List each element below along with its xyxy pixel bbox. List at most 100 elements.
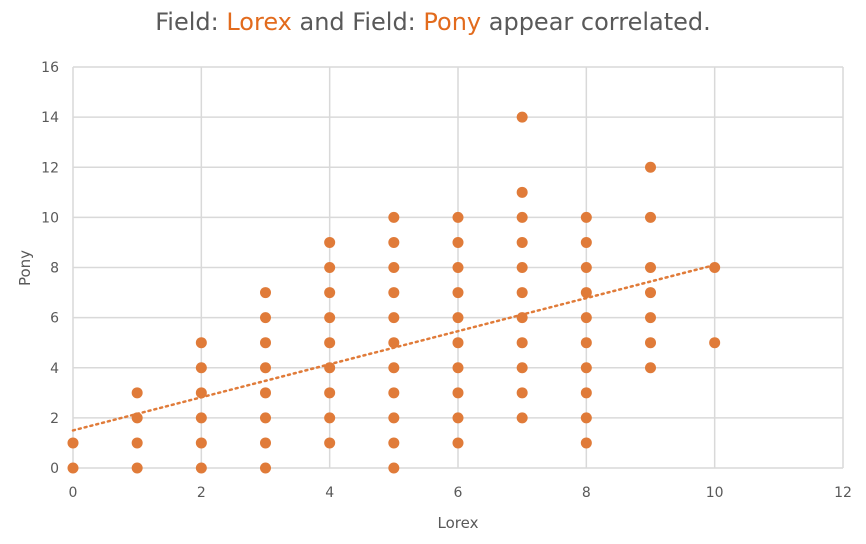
- data-point: [709, 262, 721, 273]
- data-point: [388, 287, 400, 299]
- data-point: [195, 437, 207, 449]
- data-point: [516, 287, 528, 299]
- title-middle: and Field:: [291, 8, 424, 36]
- data-point: [260, 462, 271, 474]
- data-point: [580, 437, 592, 449]
- x-tick-label: 2: [197, 485, 206, 501]
- data-point: [645, 362, 656, 374]
- data-point: [516, 312, 528, 324]
- y-tick-label: 8: [50, 261, 59, 277]
- data-point: [195, 387, 207, 399]
- title-prefix: Field:: [155, 8, 227, 36]
- data-point: [195, 412, 207, 424]
- y-axis-title: Pony: [16, 250, 34, 286]
- data-point: [645, 211, 656, 223]
- data-point: [324, 362, 336, 374]
- data-point: [67, 437, 79, 449]
- y-tick-label: 0: [50, 461, 59, 477]
- data-point: [388, 387, 400, 399]
- data-point: [260, 337, 271, 349]
- data-point: [452, 437, 464, 449]
- data-point: [131, 412, 143, 424]
- data-point: [580, 337, 592, 349]
- data-point: [516, 362, 528, 374]
- title-field-x: Lorex: [226, 8, 292, 36]
- data-point: [452, 287, 464, 299]
- data-point: [388, 262, 400, 273]
- data-point: [516, 111, 528, 123]
- data-point: [195, 462, 207, 474]
- data-point: [645, 262, 656, 273]
- data-point: [580, 211, 592, 223]
- data-point: [516, 262, 528, 273]
- data-point: [324, 236, 336, 248]
- data-point: [388, 437, 400, 449]
- data-point: [452, 211, 464, 223]
- data-point: [645, 337, 656, 349]
- data-point: [516, 412, 528, 424]
- data-point: [260, 287, 271, 299]
- data-point: [452, 312, 464, 324]
- data-point: [67, 462, 79, 474]
- data-point: [452, 236, 464, 248]
- data-point: [452, 337, 464, 349]
- data-point: [516, 236, 528, 248]
- data-point: [324, 437, 336, 449]
- data-point: [324, 387, 336, 399]
- data-point: [580, 412, 592, 424]
- x-tick-label: 8: [582, 485, 591, 501]
- data-point: [452, 412, 464, 424]
- data-point: [516, 337, 528, 349]
- data-point: [260, 387, 271, 399]
- data-point: [260, 412, 271, 424]
- data-point: [645, 287, 656, 299]
- y-tick-label: 4: [50, 361, 59, 377]
- data-point: [388, 412, 400, 424]
- x-tick-label: 0: [69, 485, 78, 501]
- tick-labels: 0 2 4 6 8 10 12 14 16 0 2 4 6 8 10 12: [41, 60, 852, 501]
- data-point: [324, 262, 336, 273]
- y-tick-label: 16: [41, 60, 59, 76]
- x-tick-label: 10: [706, 485, 724, 501]
- data-point: [580, 362, 592, 374]
- y-tick-label: 10: [41, 210, 59, 226]
- data-point: [324, 412, 336, 424]
- x-axis-title: Lorex: [438, 514, 479, 532]
- data-point: [260, 437, 271, 449]
- data-point: [452, 362, 464, 374]
- x-tick-label: 4: [325, 485, 334, 501]
- data-point: [580, 312, 592, 324]
- data-point: [324, 312, 336, 324]
- data-point: [388, 312, 400, 324]
- data-point: [324, 287, 336, 299]
- data-point: [260, 312, 271, 324]
- data-point: [580, 287, 592, 299]
- title-field-y: Pony: [423, 8, 482, 36]
- data-point: [388, 211, 400, 223]
- data-point: [388, 337, 400, 349]
- data-point: [452, 387, 464, 399]
- data-point: [195, 362, 207, 374]
- data-point: [388, 362, 400, 374]
- data-points: [67, 111, 721, 474]
- title-suffix: appear correlated.: [481, 8, 711, 36]
- data-point: [388, 462, 400, 474]
- data-point: [580, 262, 592, 273]
- y-tick-label: 14: [41, 110, 59, 126]
- chart-title: Field: Lorex and Field: Pony appear corr…: [0, 8, 866, 36]
- data-point: [388, 236, 400, 248]
- data-point: [645, 161, 656, 173]
- data-point: [131, 387, 143, 399]
- data-point: [131, 437, 143, 449]
- y-tick-label: 12: [41, 160, 59, 176]
- data-point: [324, 337, 336, 349]
- data-point: [131, 462, 143, 474]
- data-point: [709, 337, 721, 349]
- data-point: [580, 236, 592, 248]
- data-point: [516, 186, 528, 198]
- data-point: [580, 387, 592, 399]
- x-tick-label: 6: [454, 485, 463, 501]
- data-point: [260, 362, 271, 374]
- data-point: [195, 337, 207, 349]
